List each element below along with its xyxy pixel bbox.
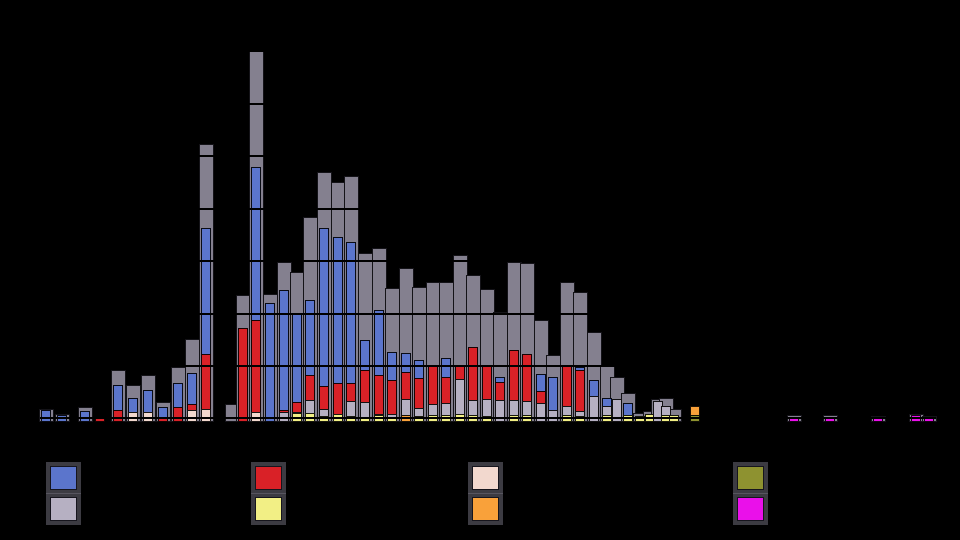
gridline — [40, 312, 936, 315]
bar-segment-red — [238, 328, 248, 422]
bar-segment-lavender — [495, 400, 505, 422]
gridline — [40, 102, 936, 105]
legend-swatch-yellow — [251, 493, 286, 525]
gridline — [40, 260, 936, 262]
bar-segment-yellow — [482, 416, 492, 422]
bar-segment-yellow — [319, 416, 329, 422]
bar-segment-red — [251, 320, 261, 422]
gridline — [40, 207, 936, 210]
legend-swatch-blue — [46, 462, 81, 494]
bar-segment-yellow — [635, 416, 645, 422]
gridline — [40, 417, 936, 419]
bar-segment-lavender — [536, 403, 546, 422]
legend — [0, 440, 960, 540]
bar-segment-blue — [80, 411, 90, 422]
bar-segment-yellow — [575, 416, 585, 422]
bar-segment-red — [173, 407, 183, 422]
legend-swatch-pink — [468, 462, 503, 494]
bar-segment-pink — [187, 410, 197, 422]
gridline — [40, 155, 936, 157]
legend-swatch-magenta — [733, 493, 768, 525]
bar-segment-lavender — [612, 399, 622, 422]
bar-segment-blue — [41, 410, 51, 422]
gridline — [40, 50, 936, 52]
bar-segment-blue — [265, 303, 275, 422]
bar-segment-pink — [201, 409, 211, 422]
bar-segment-blue — [279, 290, 289, 422]
legend-swatch-lavender — [46, 493, 81, 525]
bar-segment-yellow — [346, 416, 356, 422]
plot-area — [38, 50, 937, 422]
bar-segment-lavender — [548, 410, 558, 422]
legend-swatch-orange — [468, 493, 503, 525]
gridline — [40, 365, 936, 367]
bar-segment-yellow — [414, 416, 424, 422]
bar-segment-lavender — [589, 396, 599, 422]
bar-segment-red — [113, 410, 123, 422]
legend-swatch-red — [251, 462, 286, 494]
legend-swatch-olive — [733, 462, 768, 494]
